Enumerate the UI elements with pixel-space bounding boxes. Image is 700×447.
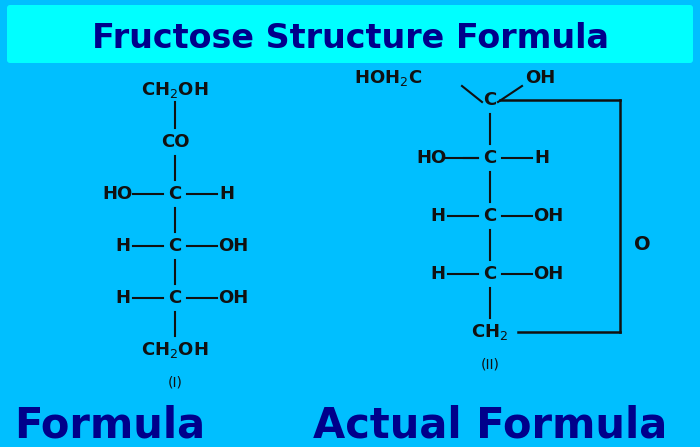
Text: H: H (430, 207, 445, 225)
Text: OH: OH (218, 289, 248, 307)
Text: H: H (220, 185, 235, 203)
Text: OH: OH (525, 69, 555, 87)
Text: C: C (169, 289, 181, 307)
Text: HO: HO (417, 149, 447, 167)
Text: C: C (169, 237, 181, 255)
Text: HOH$_2$C: HOH$_2$C (354, 68, 422, 88)
Text: H: H (430, 265, 445, 283)
Text: O: O (634, 236, 650, 254)
Text: CH$_2$OH: CH$_2$OH (141, 340, 209, 360)
Text: H: H (535, 149, 550, 167)
Text: HO: HO (102, 185, 132, 203)
Text: C: C (484, 149, 496, 167)
Text: H: H (116, 237, 130, 255)
Text: CO: CO (161, 133, 189, 151)
Text: (II): (II) (481, 357, 499, 371)
Text: CH$_2$OH: CH$_2$OH (141, 80, 209, 100)
Text: OH: OH (218, 237, 248, 255)
Text: C: C (169, 185, 181, 203)
Text: Fructose Structure Formula: Fructose Structure Formula (92, 21, 608, 55)
Text: CH$_2$: CH$_2$ (471, 322, 509, 342)
Text: OH: OH (533, 265, 563, 283)
Text: (I): (I) (167, 375, 183, 389)
Text: C: C (484, 265, 496, 283)
Text: C: C (484, 207, 496, 225)
Text: Formula: Formula (15, 404, 206, 446)
Text: Actual Formula: Actual Formula (313, 404, 667, 446)
Text: H: H (116, 289, 130, 307)
FancyBboxPatch shape (7, 5, 693, 63)
Text: C: C (484, 91, 496, 109)
Text: OH: OH (533, 207, 563, 225)
